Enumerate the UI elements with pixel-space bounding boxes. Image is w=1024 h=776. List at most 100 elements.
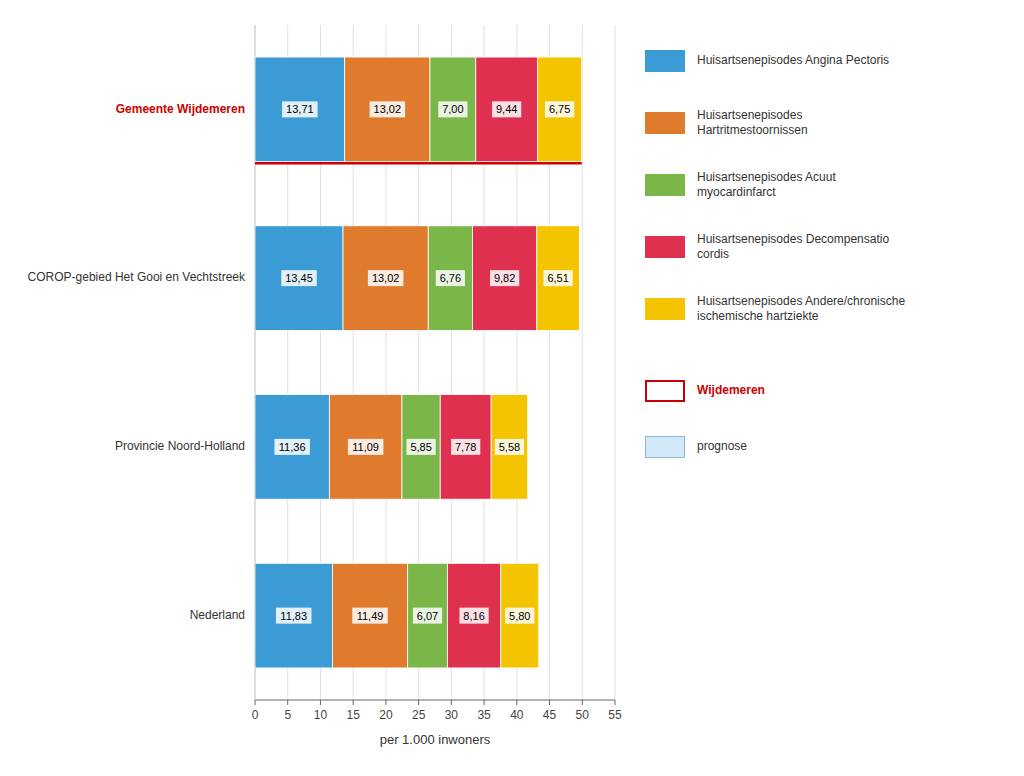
data-label: 7,78: [455, 441, 476, 453]
chart-container: 0 5 10 15 20 25 30 35 40 45 50 55 per 1.000 inwoners…: [0, 0, 1024, 776]
tick-mark: [516, 700, 517, 705]
data-label-bg: [438, 101, 467, 117]
tick-mark: [582, 700, 583, 705]
tick-label: 40: [510, 708, 524, 722]
x-axis: 0 5 10 15 20 25 30 35 40 45 50 55: [252, 25, 622, 722]
data-label-bg: [505, 608, 534, 624]
data-label: 5,80: [509, 610, 530, 622]
tick-label: 10: [314, 708, 328, 722]
bar: [255, 563, 332, 668]
data-label-bg: [348, 439, 384, 455]
data-label-bg: [492, 101, 521, 117]
grid: [255, 25, 615, 700]
legend-label: HuisartsenepisodesHartritmestoornissen: [697, 108, 808, 137]
data-label: 6,75: [549, 103, 570, 115]
legend-swatch: [645, 112, 685, 134]
data-label-bg: [545, 101, 574, 117]
tick-label: 15: [347, 708, 361, 722]
bar: [428, 226, 472, 331]
data-label: 5,85: [410, 441, 431, 453]
tick-mark: [320, 700, 321, 705]
legend-label: Huisartsenepisodes Andere/chronischeisch…: [697, 294, 905, 323]
legend-swatch: [645, 50, 685, 72]
tick-label: 0: [252, 708, 259, 722]
data-label-bg: [543, 270, 572, 286]
bar: [538, 57, 582, 162]
legend-label: Huisartsenepisodes Decompensatiocordis: [697, 232, 889, 261]
bar: [329, 395, 402, 500]
bar: [345, 57, 430, 162]
data-label-bg: [368, 270, 404, 286]
bar: [255, 57, 345, 162]
tick-mark: [418, 700, 419, 705]
data-label: 11,36: [279, 441, 306, 453]
tick-mark: [287, 700, 288, 705]
data-label-bg: [352, 608, 388, 624]
grid-line: [615, 25, 616, 700]
data-label: 7,00: [442, 103, 463, 115]
tick-mark: [385, 700, 386, 705]
data-label: 11,83: [280, 610, 307, 622]
data-label-bg: [274, 439, 310, 455]
tick-label: 55: [608, 708, 622, 722]
bar: [255, 226, 343, 331]
axis-line: [255, 700, 615, 701]
legend-label: Wijdemeren: [697, 383, 765, 397]
category-label: COROP-gebied Het Gooi en Vechtstreek: [28, 270, 246, 284]
bar: [402, 395, 440, 500]
tick-mark: [255, 700, 256, 705]
legend-swatch: [645, 236, 685, 258]
bars: [255, 57, 582, 668]
legend-swatch: [646, 437, 685, 458]
bar: [501, 563, 539, 668]
data-label-bg: [282, 101, 318, 117]
legend-label: Huisartsenepisodes Angina Pectoris: [697, 53, 889, 67]
chart-svg: 0 5 10 15 20 25 30 35 40 45 50 55 per 1.000 inwoners…: [0, 0, 1024, 776]
data-label: 9,82: [494, 272, 515, 284]
tick-mark: [615, 700, 616, 705]
bar: [447, 563, 500, 668]
tick-mark: [451, 700, 452, 705]
data-label: 8,16: [463, 610, 484, 622]
tick-label: 5: [284, 708, 291, 722]
legend-label: Huisartsenepisodes Acuutmyocardinfarct: [697, 170, 836, 199]
data-label: 13,02: [374, 103, 402, 115]
data-label-bg: [276, 608, 312, 624]
data-label: 13,71: [286, 103, 314, 115]
data-label-bg: [490, 270, 519, 286]
tick-label: 35: [477, 708, 491, 722]
data-label-bg: [451, 439, 480, 455]
bar: [440, 395, 491, 500]
data-labels: 13,7113,027,009,446,7513,4513,026,769,82…: [274, 101, 574, 623]
tick-label: 50: [576, 708, 590, 722]
tick-mark: [353, 700, 354, 705]
bar: [430, 57, 476, 162]
tick-label: 20: [379, 708, 393, 722]
tick-label: 45: [543, 708, 557, 722]
data-label: 13,02: [372, 272, 400, 284]
category-label: Nederland: [190, 608, 245, 622]
tick-label: 25: [412, 708, 426, 722]
bar: [476, 57, 538, 162]
tick-mark: [484, 700, 485, 705]
legend-label: prognose: [697, 439, 747, 453]
category-label: Provincie Noord-Holland: [115, 439, 245, 453]
highlight-line: [255, 162, 582, 165]
bar: [332, 563, 407, 668]
bar: [255, 395, 329, 500]
legend-swatch: [645, 174, 685, 196]
data-label: 5,58: [499, 441, 520, 453]
legend-swatch: [646, 381, 684, 401]
data-label-bg: [406, 439, 435, 455]
data-label: 13,45: [285, 272, 313, 284]
data-label: 11,49: [357, 610, 384, 622]
category-label: Gemeente Wijdemeren: [116, 102, 245, 116]
data-label: 9,44: [496, 103, 517, 115]
data-label: 11,09: [352, 441, 379, 453]
data-label-bg: [413, 608, 442, 624]
legend-swatch: [645, 298, 685, 320]
x-axis-label: per 1.000 inwoners: [380, 732, 491, 747]
tick-label: 30: [445, 708, 459, 722]
data-label-bg: [281, 270, 317, 286]
data-label: 6,51: [547, 272, 568, 284]
